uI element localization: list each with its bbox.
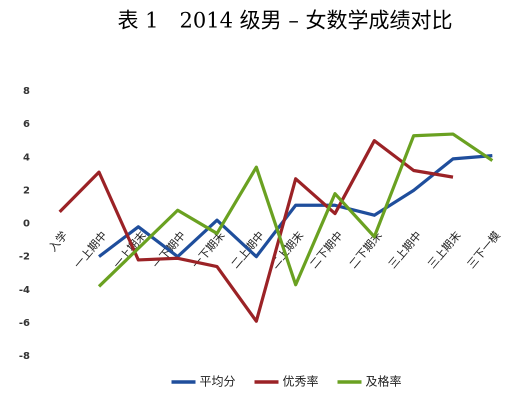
y-tick-label: 0 <box>23 219 30 230</box>
y-tick-label: 4 <box>23 152 30 163</box>
y-tick-label: 8 <box>23 86 30 97</box>
x-tick-label: 三下一模 <box>465 229 503 271</box>
x-tick-label: 入学 <box>45 228 70 254</box>
x-tick-label: 三上期末 <box>425 228 464 271</box>
x-tick-label: 二下期末 <box>346 228 385 271</box>
legend-label: 优秀率 <box>283 374 319 389</box>
series-line <box>97 132 494 288</box>
chart-title: 表 1 2014 级男 – 女数学成绩对比 <box>117 9 452 33</box>
legend-label: 及格率 <box>366 374 402 389</box>
y-tick-label: -4 <box>19 285 30 296</box>
y-tick-label: 2 <box>23 185 30 196</box>
series-line <box>98 153 493 259</box>
y-tick-label: -6 <box>19 318 30 329</box>
y-tick-label: 6 <box>23 119 30 130</box>
y-tick-label: -2 <box>19 252 30 263</box>
y-tick-label: -8 <box>19 351 30 362</box>
x-tick-label: 二下期中 <box>307 229 345 271</box>
legend-label: 平均分 <box>200 375 236 389</box>
x-tick-label: 一上期中 <box>71 229 109 271</box>
x-tick-label: 三上期中 <box>386 229 424 271</box>
series-line <box>58 139 454 323</box>
